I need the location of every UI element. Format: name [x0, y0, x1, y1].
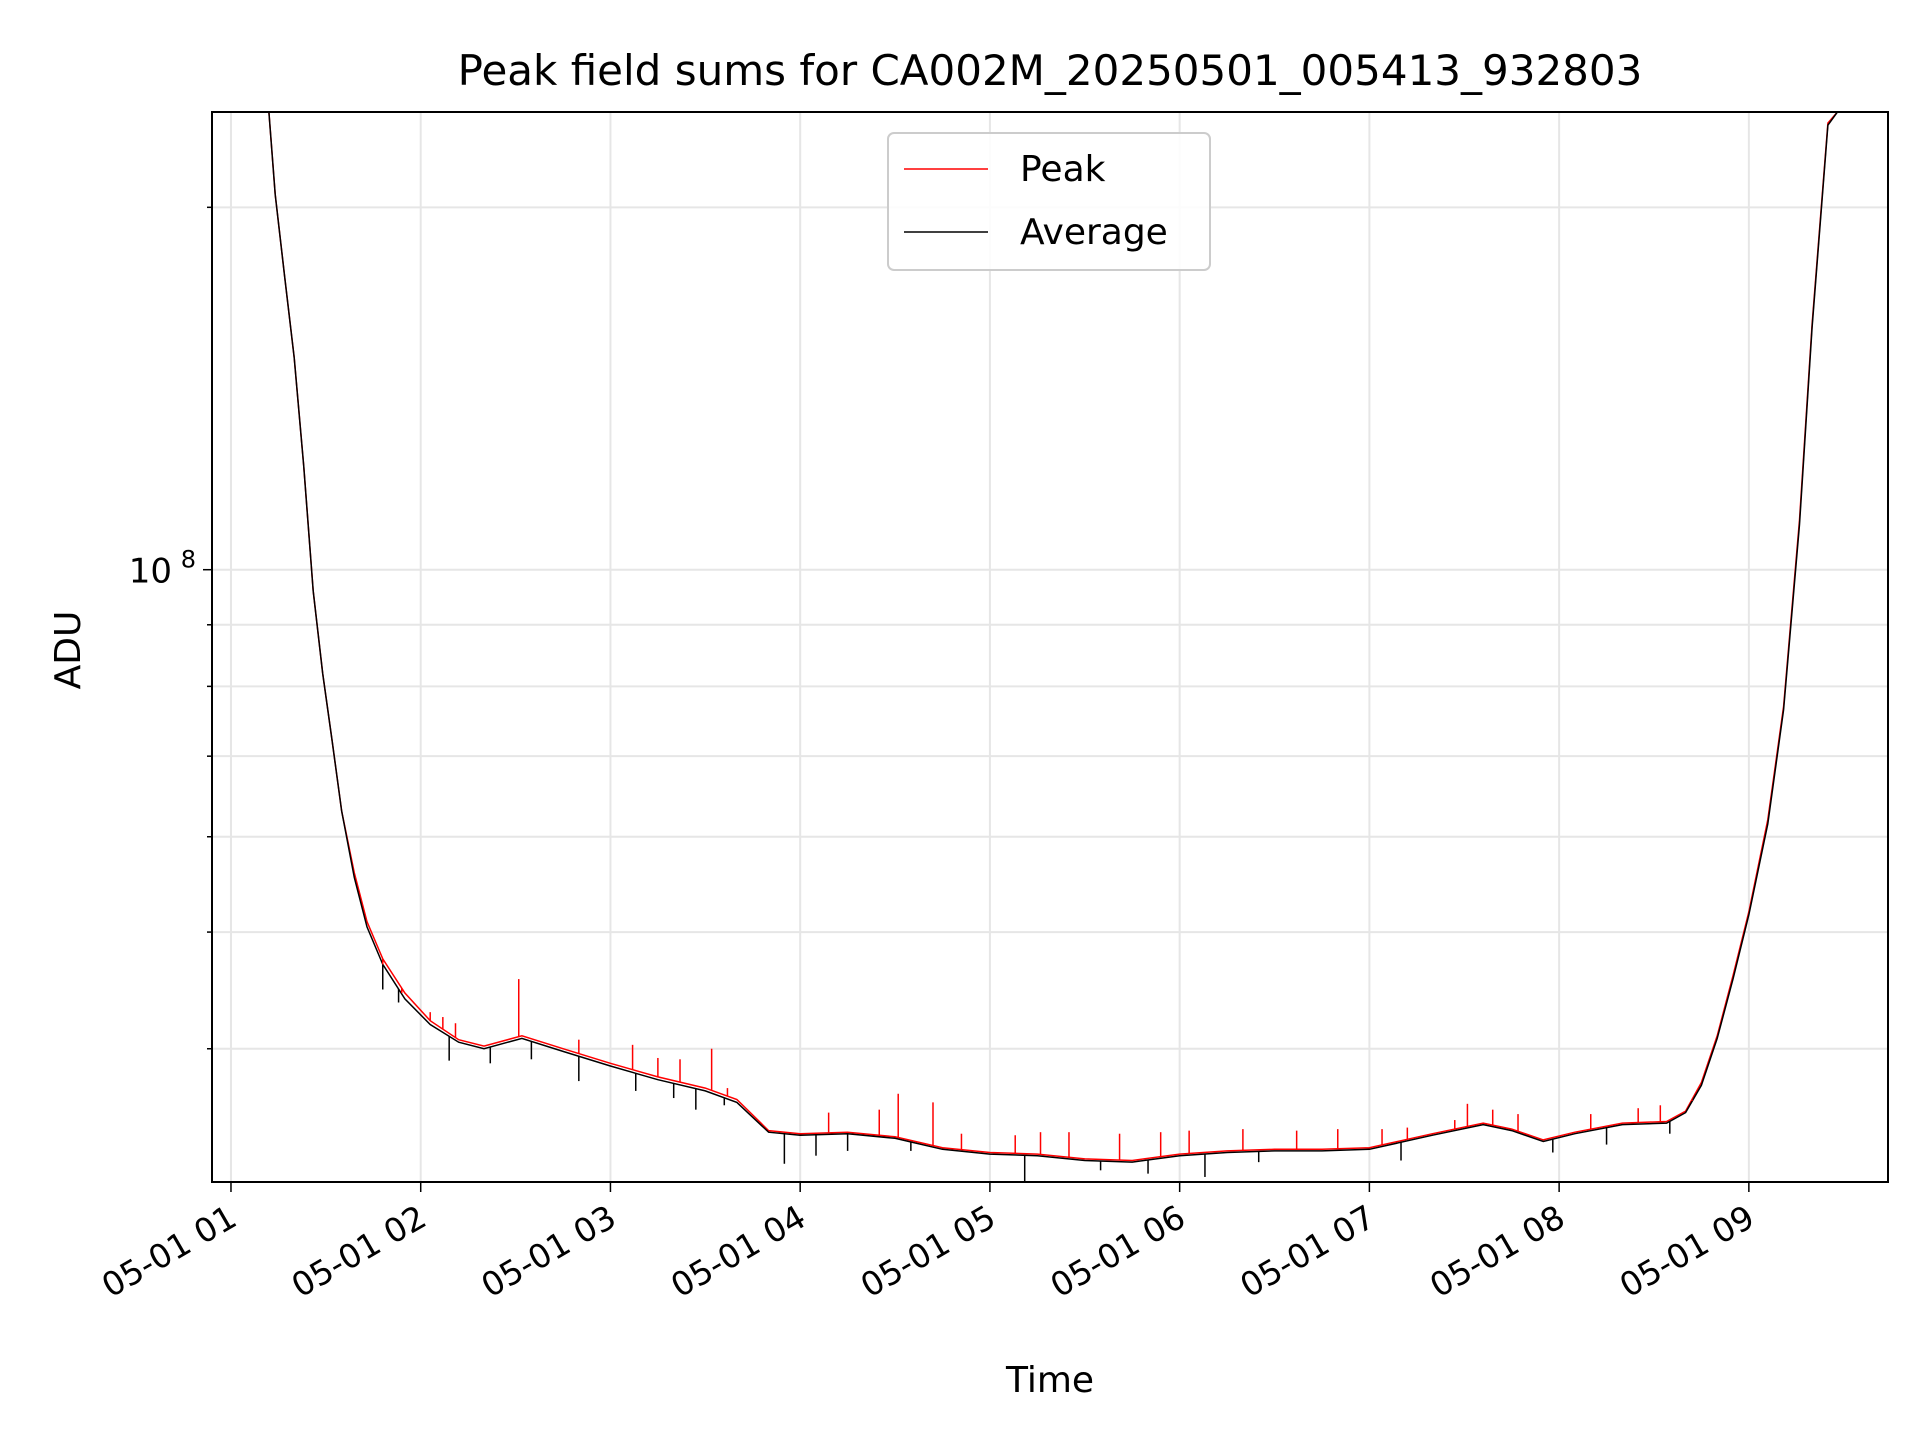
series-group [212, 112, 1888, 1182]
average-series-line [212, 112, 1888, 1163]
y-tick-label-exponent: 8 [181, 546, 196, 574]
chart-title: Peak field sums for CA002M_20250501_0054… [458, 46, 1643, 95]
legend-average-label: Average [1020, 212, 1168, 253]
x-axis-label: Time [1005, 1360, 1094, 1401]
legend-box [887, 132, 1211, 271]
plot-frame [211, 111, 1889, 1183]
legend-peak-label: Peak [1020, 149, 1106, 190]
plot-area [212, 112, 1888, 1182]
grid [212, 112, 1888, 1182]
y-tick-label: 10 [129, 552, 172, 592]
y-axis-label: ADU [48, 611, 89, 690]
legend: Peak Average [887, 132, 1211, 271]
